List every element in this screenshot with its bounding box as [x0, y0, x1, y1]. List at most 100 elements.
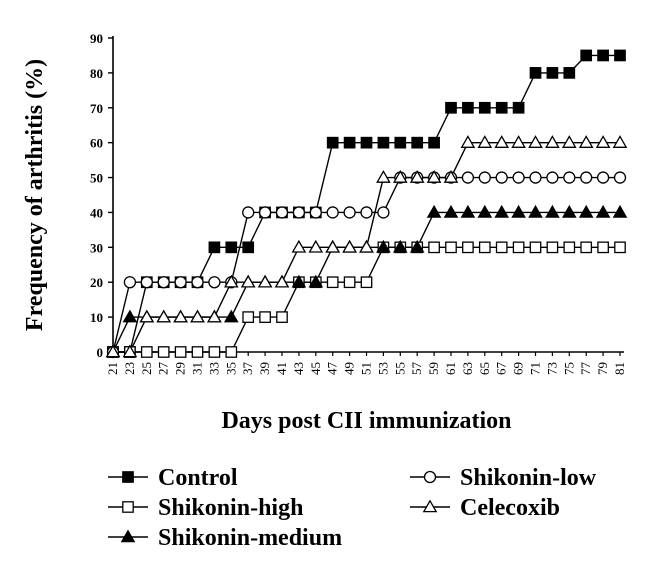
data-point-shikonin-medium	[291, 274, 307, 288]
data-point-control	[445, 101, 457, 114]
data-point-shikonin-low	[512, 171, 525, 184]
data-point-shikonin-medium	[494, 204, 510, 218]
data-point-shikonin-high	[563, 241, 576, 254]
data-point-shikonin-high	[462, 241, 474, 254]
x-tick-label: 69	[511, 362, 526, 375]
x-tick-label: 25	[139, 362, 154, 375]
data-point-shikonin-high	[343, 276, 356, 289]
data-point-celecoxib	[578, 135, 594, 148]
x-tick-label: 39	[257, 362, 272, 375]
data-point-shikonin-low	[123, 276, 137, 289]
legend-symbol-shikonin-medium	[108, 529, 148, 543]
data-point-shikonin-low	[174, 276, 187, 289]
series-line-shikonin-high	[113, 246, 620, 353]
data-point-shikonin-low	[546, 171, 559, 184]
data-point-celecoxib	[207, 309, 222, 323]
data-point-control	[326, 136, 339, 149]
y-tick-label: 80	[90, 66, 103, 81]
data-point-celecoxib	[494, 135, 510, 148]
data-point-shikonin-high	[580, 241, 593, 254]
data-point-shikonin-low	[242, 206, 255, 219]
legend-symbol-celecoxib	[410, 499, 450, 513]
data-point-control	[225, 241, 238, 254]
x-tick-label: 81	[612, 362, 627, 375]
x-tick-label: 43	[291, 362, 306, 375]
series-markers-shikonin-low	[106, 171, 627, 359]
data-point-celecoxib	[240, 274, 256, 288]
data-point-shikonin-low	[377, 206, 390, 219]
y-tick-label: 40	[90, 205, 103, 220]
series-line-control	[113, 54, 620, 353]
data-point-shikonin-high	[614, 241, 626, 254]
data-point-shikonin-high	[478, 241, 491, 254]
data-point-shikonin-high	[326, 276, 339, 289]
x-tick-label: 23	[122, 362, 137, 375]
data-point-shikonin-medium	[595, 204, 611, 218]
data-point-shikonin-low	[563, 171, 576, 184]
y-tick-label: 90	[90, 31, 103, 46]
data-point-celecoxib	[223, 274, 239, 288]
data-point-celecoxib	[308, 239, 324, 253]
chart-legend: Control Shikonin-high Shikonin-medium Sh…	[108, 465, 597, 551]
x-tick-label: 77	[578, 362, 593, 376]
x-tick-label: 63	[460, 362, 475, 375]
y-axis-title: Frequency of arthritis (%)	[22, 59, 48, 331]
data-point-celecoxib	[426, 170, 442, 183]
data-point-shikonin-low	[309, 206, 322, 219]
data-point-control	[208, 241, 221, 254]
x-tick-label: 73	[544, 362, 559, 375]
legend-marker-shikonin-low	[423, 470, 437, 484]
legend-item-control: Control	[108, 465, 238, 491]
x-tick-label: 37	[240, 362, 255, 376]
data-point-celecoxib	[291, 239, 307, 253]
legend-item-shikonin-high: Shikonin-high	[108, 495, 303, 521]
data-point-celecoxib	[392, 170, 408, 183]
legend-label-shikonin-high: Shikonin-high	[158, 495, 303, 521]
x-tick-label: 59	[426, 362, 441, 375]
legend-label-celecoxib: Celecoxib	[460, 495, 560, 521]
data-point-shikonin-medium	[460, 204, 476, 218]
data-point-shikonin-medium	[578, 204, 594, 218]
series-markers-shikonin-high	[107, 241, 626, 358]
data-point-celecoxib	[443, 170, 459, 183]
data-point-shikonin-low	[275, 206, 289, 219]
data-point-shikonin-medium	[392, 239, 408, 253]
data-point-celecoxib	[325, 239, 341, 253]
x-tick-label: 29	[173, 362, 188, 375]
data-point-celecoxib	[105, 344, 121, 358]
series-lines	[112, 54, 620, 353]
legend-label-shikonin-medium: Shikonin-medium	[158, 525, 342, 551]
data-point-celecoxib	[122, 344, 138, 358]
x-tick-label: 49	[342, 362, 357, 375]
data-point-control	[478, 101, 491, 114]
legend-marker-control	[122, 471, 134, 483]
data-point-shikonin-low	[360, 206, 373, 219]
legend-marker-shikonin-high	[122, 501, 134, 513]
data-point-shikonin-high	[597, 241, 609, 254]
legend-label-control: Control	[158, 465, 238, 491]
data-point-control	[512, 101, 525, 114]
data-point-celecoxib	[274, 274, 290, 288]
x-tick-label: 21	[105, 362, 120, 375]
data-point-control	[597, 49, 609, 62]
data-point-shikonin-medium	[122, 309, 138, 323]
x-tick-label: 55	[392, 362, 407, 375]
x-tick-label: 61	[443, 362, 458, 375]
x-tick-label: 57	[409, 362, 424, 376]
legend-item-shikonin-medium: Shikonin-medium	[108, 525, 342, 551]
data-point-shikonin-low	[326, 206, 339, 219]
x-tick-label: 67	[494, 362, 509, 376]
x-tick-label: 51	[359, 362, 374, 375]
legend-symbol-shikonin-low	[410, 470, 450, 484]
data-point-celecoxib	[342, 239, 357, 253]
data-point-shikonin-low	[140, 276, 153, 289]
legend-marker-celecoxib	[422, 499, 438, 513]
x-tick-label: 47	[325, 362, 340, 376]
y-tick-label: 0	[97, 345, 104, 360]
x-tick-label: 33	[206, 362, 221, 375]
data-point-shikonin-low	[495, 171, 508, 184]
data-point-shikonin-high	[529, 241, 542, 254]
data-point-celecoxib	[595, 135, 611, 148]
data-point-shikonin-low	[461, 171, 475, 184]
